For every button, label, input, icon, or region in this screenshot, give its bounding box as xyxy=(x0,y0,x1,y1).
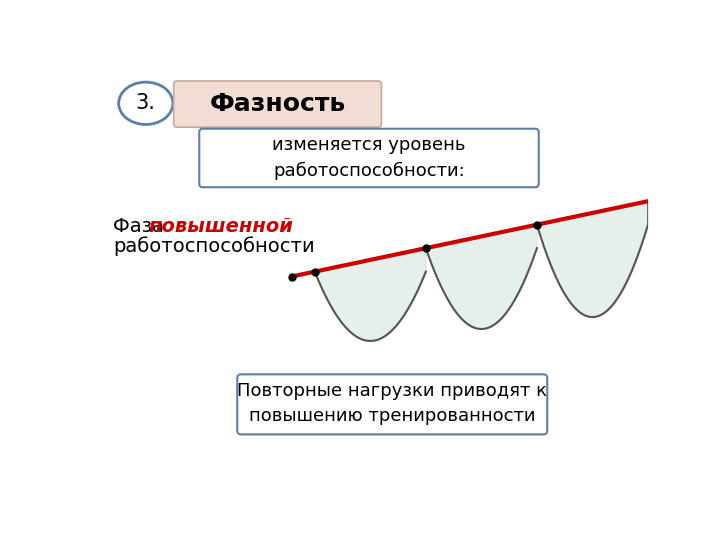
Text: Фаза: Фаза xyxy=(113,217,171,236)
FancyBboxPatch shape xyxy=(238,374,547,434)
Ellipse shape xyxy=(119,82,173,125)
Text: 3.: 3. xyxy=(136,93,156,113)
FancyBboxPatch shape xyxy=(199,129,539,187)
Text: работоспособности: работоспособности xyxy=(113,236,315,255)
FancyBboxPatch shape xyxy=(174,81,382,127)
Text: Фазность: Фазность xyxy=(210,92,346,116)
Text: повышенной: повышенной xyxy=(148,217,293,236)
Text: изменяется уровень
работоспособности:: изменяется уровень работоспособности: xyxy=(272,136,466,180)
Text: Повторные нагрузки приводят к
повышению тренированности: Повторные нагрузки приводят к повышению … xyxy=(238,382,547,425)
